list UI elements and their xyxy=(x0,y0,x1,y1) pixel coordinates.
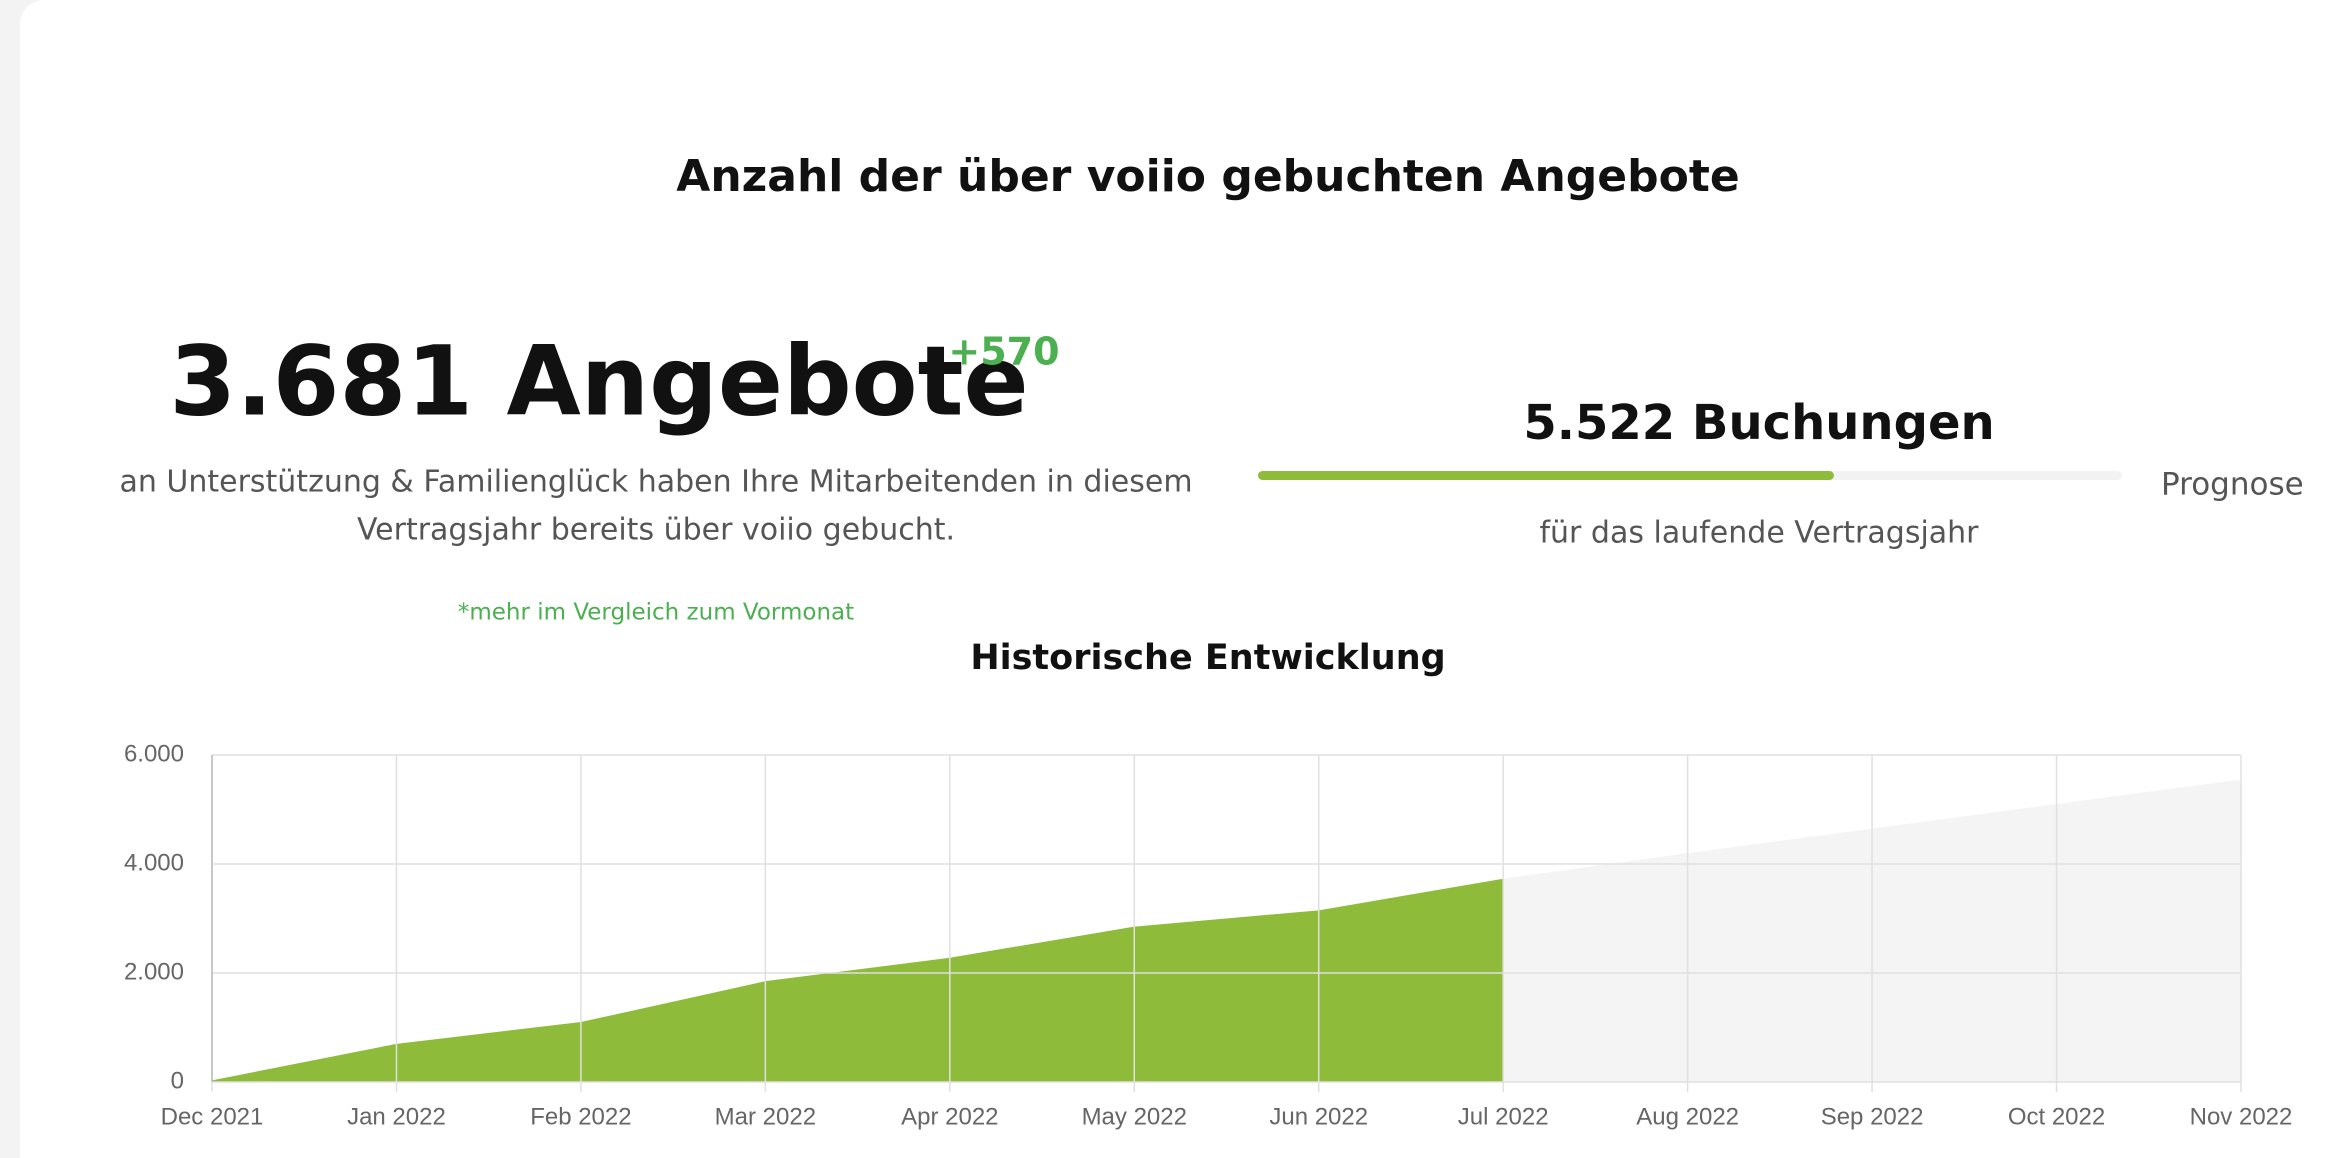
y-tick-label: 4.000 xyxy=(124,849,184,876)
y-tick-label: 0 xyxy=(171,1067,184,1094)
x-tick-label: Jun 2022 xyxy=(1269,1103,1368,1130)
progress-fill xyxy=(1258,471,1834,480)
footnote: *mehr im Vergleich zum Vormonat xyxy=(458,600,854,626)
x-tick-label: Dec 2021 xyxy=(161,1103,264,1130)
x-tick-label: Mar 2022 xyxy=(715,1103,816,1130)
forecast-caption: für das laufende Vertragsjahr xyxy=(1539,516,1979,551)
x-tick-label: May 2022 xyxy=(1082,1103,1187,1130)
x-tick-label: Sep 2022 xyxy=(1821,1103,1924,1130)
page-title: Anzahl der über voiio gebuchten Angebote xyxy=(676,151,1739,202)
headline: 3.681 Angebote xyxy=(169,325,1028,437)
x-tick-label: Feb 2022 xyxy=(530,1103,631,1130)
y-tick-label: 6.000 xyxy=(124,740,184,767)
y-tick-label: 2.000 xyxy=(124,958,184,985)
x-tick-label: Jul 2022 xyxy=(1458,1103,1549,1130)
x-tick-label: Nov 2022 xyxy=(2190,1103,2293,1130)
area xyxy=(212,878,1504,1082)
x-tick-label: Jan 2022 xyxy=(347,1103,446,1130)
chart-title: Historische Entwicklung xyxy=(970,638,1445,678)
x-tick-label: Oct 2022 xyxy=(2008,1103,2105,1130)
x-tick-label: Apr 2022 xyxy=(901,1103,998,1130)
description: Vertragsjahr bereits über voiio gebucht. xyxy=(357,513,955,548)
forecast-headline: 5.522 Buchungen xyxy=(1523,395,1994,451)
description: an Unterstützung & Familienglück haben I… xyxy=(119,465,1192,500)
x-tick-label: Aug 2022 xyxy=(1636,1103,1739,1130)
delta: +570 xyxy=(948,330,1059,374)
forecast-label: Prognose xyxy=(2161,467,2304,503)
